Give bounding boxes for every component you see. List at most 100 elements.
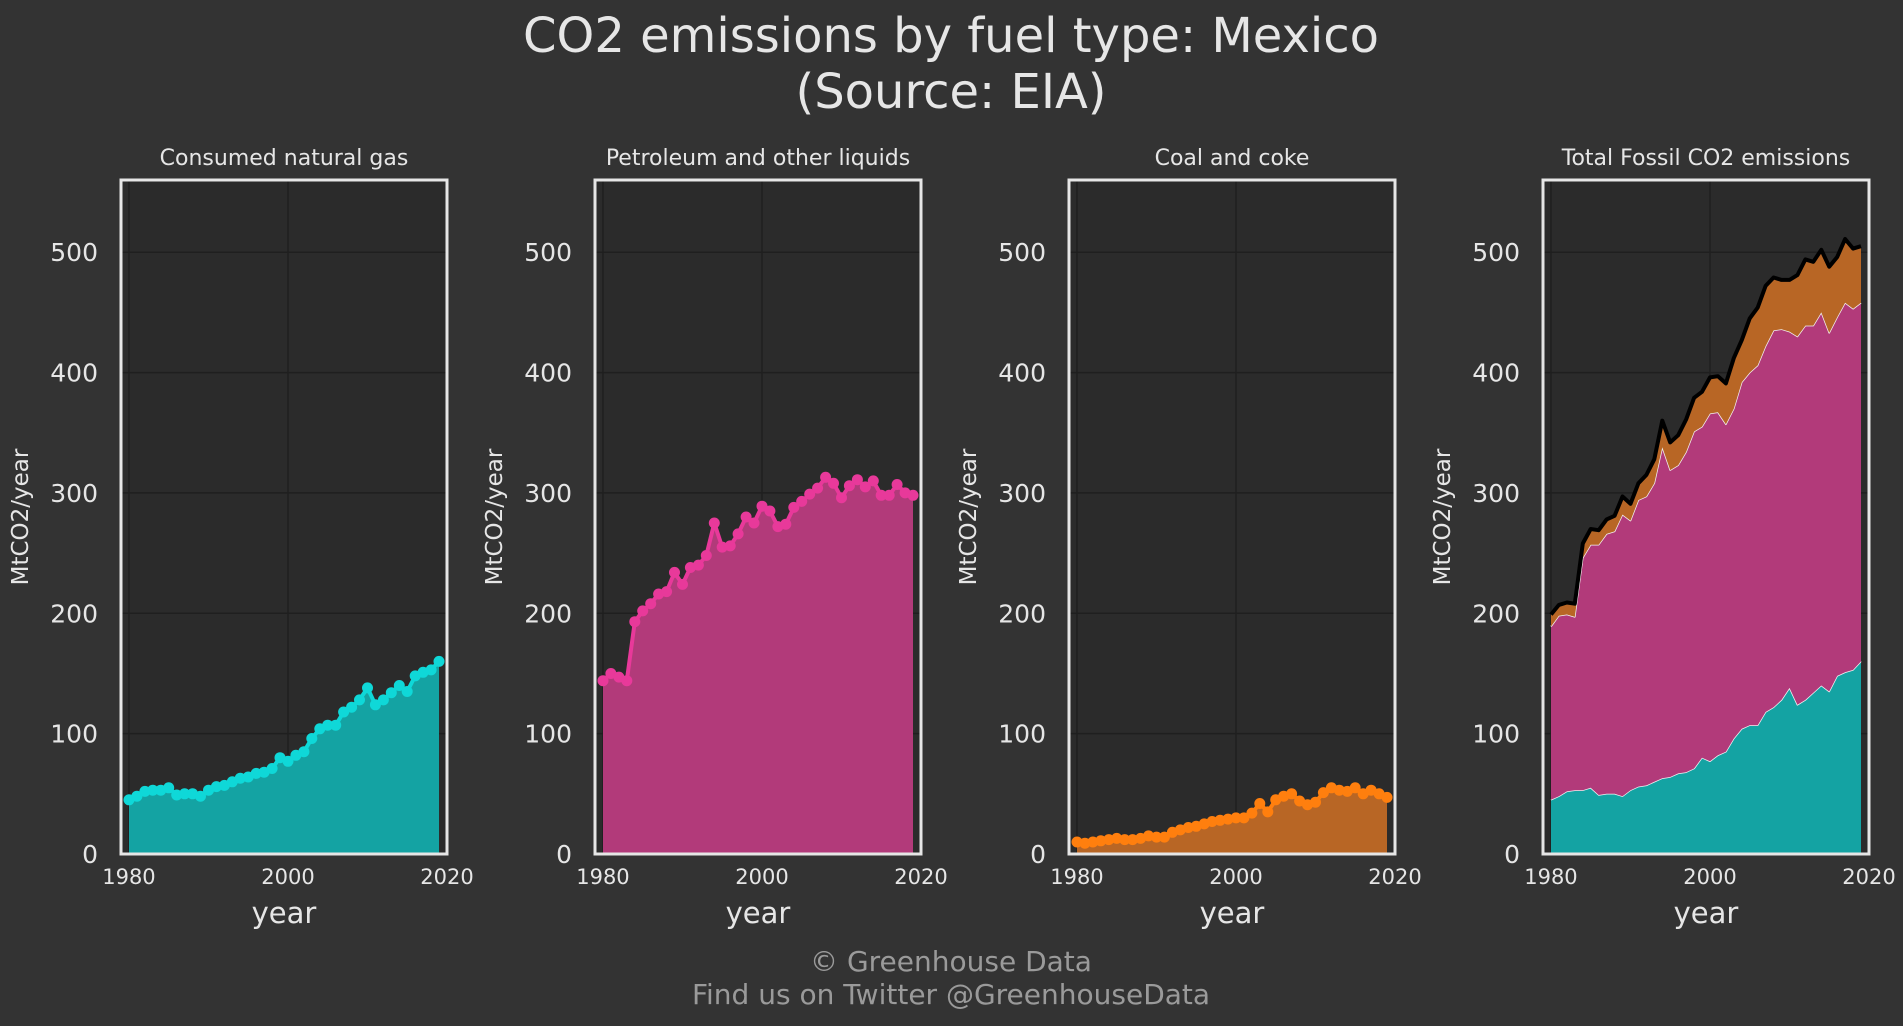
data-point [764,505,776,517]
data-point [306,733,318,744]
x-tick-label: 2000 [1683,865,1736,889]
data-point [322,719,334,731]
data-point [163,782,175,794]
y-axis-label: MtCO2/year [8,448,34,585]
stacked-area-3 [1551,239,1861,627]
data-point [677,578,688,590]
y-axis-label: MtCO2/year [1430,448,1456,585]
data-point [756,500,768,512]
y-tick-label: 100 [998,720,1046,749]
footer-copyright: © Greenhouse Data [810,945,1092,978]
footer-twitter: Find us on Twitter @GreenhouseData [692,978,1210,1011]
data-point [796,495,808,507]
data-point [385,687,397,699]
data-point [147,784,159,796]
chart-panel-1: Consumed natural gas 0 100 200 300 400 500 1980… [8,146,474,930]
data-point [843,480,855,492]
data-point [621,675,633,687]
y-tick-label: 500 [998,238,1046,267]
y-tick-label: 400 [50,359,98,388]
data-point [1310,796,1321,808]
chart-panel-2: Petroleum and other liquids 0 100 200 300 400… [482,146,948,930]
y-tick-label: 200 [998,599,1046,628]
data-point [433,655,445,667]
data-point [867,475,879,487]
data-point [195,790,206,802]
panel-title: Consumed natural gas [160,146,409,171]
data-point [804,488,816,500]
data-point [1286,788,1298,800]
panel-title: Petroleum and other liquids [606,146,910,171]
y-tick-label: 0 [82,840,98,869]
data-point [401,686,413,697]
data-point [377,694,389,706]
x-axis-label: year [1674,896,1739,930]
data-point [859,481,871,493]
x-tick-label: 2000 [735,865,788,889]
y-axis-label: MtCO2/year [956,448,982,585]
y-tick-label: 200 [50,599,98,628]
data-point [788,501,800,513]
chart-panel-3: Coal and coke 0 100 200 300 400 500 1980 2000 202… [956,146,1422,930]
data-point [597,675,609,687]
x-tick-label: 1980 [1524,865,1577,889]
plot-frame [593,178,923,856]
y-tick-label: 0 [556,840,572,869]
data-point [1381,791,1393,803]
data-point [875,489,887,501]
x-tick-label: 2000 [261,865,314,889]
panel-title: Coal and coke [1155,146,1310,171]
data-point [1238,812,1250,824]
data-point [354,694,365,706]
plot-frame [1541,178,1871,856]
data-point [393,680,405,691]
x-axis-label: year [726,896,791,930]
y-tick-label: 0 [1504,840,1520,869]
data-point [1246,807,1258,819]
data-point [692,559,704,571]
y-tick-label: 300 [998,479,1046,508]
x-tick-label: 2020 [1368,865,1421,889]
y-tick-label: 100 [524,720,572,749]
data-point [330,719,342,731]
y-tick-label: 500 [1472,238,1520,267]
y-tick-label: 400 [524,359,572,388]
series-area [129,661,439,854]
data-point [1119,834,1131,846]
data-point [637,605,649,617]
data-point [1230,812,1242,824]
data-point [298,746,310,758]
y-tick-label: 100 [1472,720,1520,749]
data-point [708,517,720,529]
data-point [282,755,294,767]
series-area [603,477,913,854]
x-tick-label: 2020 [1842,865,1895,889]
stacked-area-1 [1551,661,1861,854]
plot-area [1069,180,1395,854]
y-tick-label: 300 [524,479,572,508]
data-point [724,540,736,552]
data-point [891,479,903,490]
data-point [812,482,824,494]
data-point [780,518,792,530]
data-point [732,528,744,540]
data-point [700,550,712,561]
data-point [820,471,832,483]
total-line [1549,237,1862,616]
y-tick-label: 300 [1472,479,1520,508]
data-point [179,788,191,800]
data-point [645,598,657,610]
plot-frame [1067,178,1397,856]
y-tick-label: 500 [524,238,572,267]
y-tick-label: 0 [1030,840,1046,869]
data-point [828,477,839,489]
chart-title-line2: (Source: EIA) [795,64,1106,120]
data-point [661,586,673,598]
chart-panel-4: Total Fossil CO2 emissions 0 100 200 300 400 5… [1430,146,1896,930]
data-point [338,706,350,718]
data-point [1158,831,1170,843]
data-point [1254,798,1266,809]
data-point [131,790,143,802]
x-tick-label: 1980 [102,865,155,889]
